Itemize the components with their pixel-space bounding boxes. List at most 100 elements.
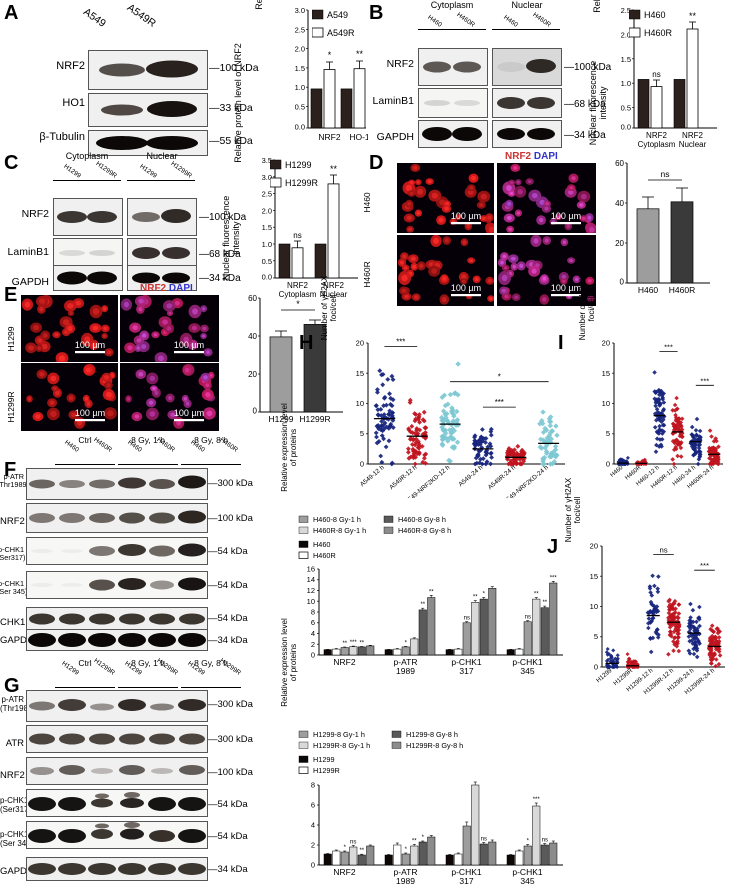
svg-text:A549: A549 bbox=[327, 10, 348, 20]
svg-text:20: 20 bbox=[615, 239, 624, 248]
svg-text:12: 12 bbox=[307, 586, 315, 595]
svg-text:1.0: 1.0 bbox=[262, 240, 272, 249]
svg-text:H460: H460 bbox=[644, 10, 666, 20]
svg-text:1.0: 1.0 bbox=[295, 83, 305, 92]
svg-text:0: 0 bbox=[311, 861, 315, 870]
svg-text:60: 60 bbox=[248, 294, 257, 303]
svg-text:317: 317 bbox=[459, 876, 473, 886]
svg-text:100 µm: 100 µm bbox=[551, 211, 581, 221]
svg-text:5: 5 bbox=[606, 429, 610, 438]
svg-text:1.5: 1.5 bbox=[621, 55, 631, 64]
svg-text:ns: ns bbox=[525, 615, 531, 621]
svg-text:0: 0 bbox=[311, 651, 315, 660]
svg-text:100 µm: 100 µm bbox=[451, 211, 481, 221]
svg-text:**: ** bbox=[429, 589, 434, 595]
svg-text:8: 8 bbox=[311, 608, 315, 617]
svg-text:100 µm: 100 µm bbox=[174, 408, 204, 418]
svg-text:0: 0 bbox=[606, 460, 610, 469]
svg-text:0: 0 bbox=[620, 278, 625, 287]
svg-text:*: * bbox=[422, 835, 425, 841]
svg-text:1.5: 1.5 bbox=[262, 223, 272, 232]
svg-text:0.5: 0.5 bbox=[295, 103, 305, 112]
svg-text:ns: ns bbox=[464, 616, 470, 622]
svg-text:***: *** bbox=[495, 398, 504, 407]
svg-text:15: 15 bbox=[356, 369, 364, 378]
svg-text:16: 16 bbox=[307, 565, 315, 574]
svg-text:15: 15 bbox=[602, 369, 610, 378]
svg-text:0.0: 0.0 bbox=[621, 123, 631, 132]
svg-text:345: 345 bbox=[520, 666, 534, 676]
svg-text:100 µm: 100 µm bbox=[551, 283, 581, 293]
svg-text:**: ** bbox=[342, 641, 347, 647]
svg-text:40: 40 bbox=[615, 199, 624, 208]
svg-text:A549R-12 h: A549R-12 h bbox=[388, 464, 419, 491]
svg-text:NRF2: NRF2 bbox=[646, 131, 667, 140]
svg-text:100 µm: 100 µm bbox=[75, 340, 105, 350]
svg-text:20: 20 bbox=[602, 339, 610, 348]
svg-text:***: *** bbox=[350, 640, 358, 646]
svg-text:H1299R: H1299R bbox=[285, 178, 319, 188]
svg-text:40: 40 bbox=[248, 332, 257, 341]
svg-text:***: *** bbox=[396, 338, 405, 347]
svg-text:20: 20 bbox=[248, 370, 257, 379]
svg-text:H1299R: H1299R bbox=[299, 414, 330, 424]
svg-text:0.5: 0.5 bbox=[262, 257, 272, 266]
svg-text:NRF2: NRF2 bbox=[333, 867, 355, 877]
svg-text:15: 15 bbox=[590, 572, 598, 581]
svg-text:***: *** bbox=[700, 376, 709, 385]
svg-text:**: ** bbox=[534, 592, 539, 598]
svg-text:5: 5 bbox=[594, 632, 598, 641]
svg-text:1.5: 1.5 bbox=[295, 64, 305, 73]
svg-text:ns: ns bbox=[652, 70, 660, 79]
svg-text:**: ** bbox=[359, 848, 364, 854]
svg-text:ns: ns bbox=[659, 546, 667, 555]
svg-text:1989: 1989 bbox=[396, 876, 415, 886]
svg-text:0: 0 bbox=[253, 407, 258, 416]
svg-text:2: 2 bbox=[311, 640, 315, 649]
svg-text:**: ** bbox=[473, 779, 478, 782]
svg-text:*: * bbox=[296, 299, 300, 309]
svg-text:14: 14 bbox=[307, 575, 315, 584]
svg-text:4: 4 bbox=[311, 629, 315, 638]
svg-text:10: 10 bbox=[590, 602, 598, 611]
svg-text:20: 20 bbox=[356, 339, 364, 348]
svg-text:ns: ns bbox=[542, 838, 548, 844]
svg-text:NRF2: NRF2 bbox=[318, 132, 340, 142]
svg-text:**: ** bbox=[356, 49, 364, 59]
svg-text:0: 0 bbox=[594, 663, 598, 672]
svg-text:10: 10 bbox=[356, 399, 364, 408]
svg-text:*: * bbox=[527, 839, 530, 845]
svg-text:**: ** bbox=[473, 595, 478, 601]
svg-text:2.0: 2.0 bbox=[295, 45, 305, 54]
svg-text:*: * bbox=[405, 847, 408, 853]
svg-text:Nuclear: Nuclear bbox=[679, 140, 707, 149]
svg-text:100 µm: 100 µm bbox=[174, 340, 204, 350]
svg-text:H460: H460 bbox=[638, 285, 659, 295]
svg-text:0.5: 0.5 bbox=[621, 104, 631, 113]
svg-text:**: ** bbox=[359, 641, 364, 647]
svg-text:***: *** bbox=[664, 343, 673, 352]
svg-text:6: 6 bbox=[311, 618, 315, 627]
svg-text:H460R: H460R bbox=[669, 285, 695, 295]
svg-text:0.0: 0.0 bbox=[295, 123, 305, 132]
svg-text:317: 317 bbox=[459, 666, 473, 676]
svg-text:A549-24 h: A549-24 h bbox=[457, 464, 484, 488]
svg-text:6: 6 bbox=[311, 801, 315, 810]
svg-text:2.0: 2.0 bbox=[262, 206, 272, 215]
svg-text:4: 4 bbox=[311, 821, 315, 830]
svg-text:20: 20 bbox=[590, 542, 598, 551]
svg-text:100 µm: 100 µm bbox=[75, 408, 105, 418]
svg-text:*: * bbox=[483, 592, 486, 598]
svg-text:10: 10 bbox=[602, 399, 610, 408]
svg-text:NRF2: NRF2 bbox=[682, 131, 703, 140]
svg-text:H460: H460 bbox=[610, 465, 625, 479]
svg-text:*: * bbox=[344, 845, 347, 851]
svg-text:H1299: H1299 bbox=[285, 160, 312, 170]
svg-text:**: ** bbox=[420, 602, 425, 608]
svg-text:***: *** bbox=[533, 797, 541, 803]
svg-text:1.0: 1.0 bbox=[621, 79, 631, 88]
svg-text:A549R: A549R bbox=[327, 28, 355, 38]
svg-text:0: 0 bbox=[360, 460, 364, 469]
svg-text:**: ** bbox=[412, 839, 417, 845]
svg-text:8: 8 bbox=[311, 781, 315, 790]
